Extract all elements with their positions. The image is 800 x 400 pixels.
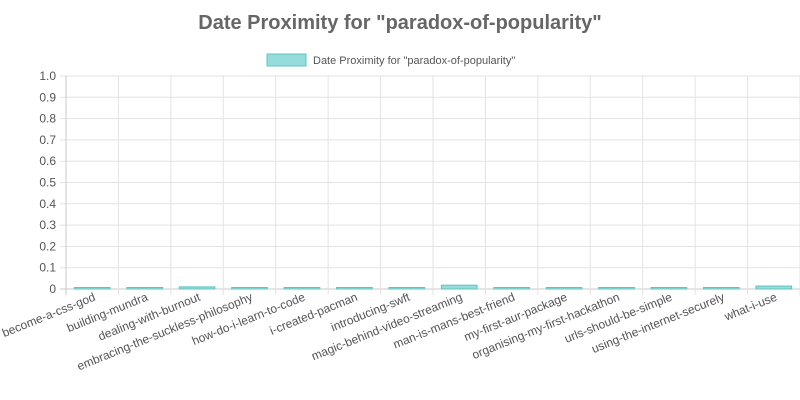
y-tick-label: 0.2 bbox=[39, 239, 56, 253]
y-tick-label: 0.8 bbox=[39, 112, 56, 126]
bar-introducing-swft[interactable] bbox=[388, 287, 426, 290]
y-tick-label: 0.9 bbox=[39, 90, 56, 104]
chart-title: Date Proximity for "paradox-of-popularit… bbox=[198, 12, 601, 34]
x-tick-label: what-i-use bbox=[721, 290, 779, 324]
y-tick-label: 0.7 bbox=[39, 133, 56, 147]
legend[interactable]: Date Proximity for "paradox-of-popularit… bbox=[266, 53, 515, 67]
y-tick-label: 0.6 bbox=[39, 154, 56, 168]
y-axis: 0 0.1 0.2 0.3 0.4 0.5 0.6 0.7 0.8 0.9 1.0 bbox=[39, 69, 56, 296]
bar-dealing-with-burnout[interactable] bbox=[178, 286, 216, 290]
bar-what-i-use[interactable] bbox=[755, 285, 793, 290]
y-tick-label: 0.5 bbox=[39, 176, 56, 190]
legend-swatch bbox=[266, 53, 307, 67]
y-tick-label: 0 bbox=[49, 282, 56, 296]
bar-i-created-pacman[interactable] bbox=[336, 287, 373, 290]
bar-embracing-the-suckless-philosophy[interactable] bbox=[231, 287, 268, 290]
bars bbox=[73, 284, 793, 290]
y-tick-label: 1.0 bbox=[39, 69, 56, 83]
bar-become-a-css-god[interactable] bbox=[73, 287, 111, 290]
bar-how-do-i-learn-to-code[interactable] bbox=[283, 287, 321, 290]
legend-label: Date Proximity for "paradox-of-popularit… bbox=[313, 55, 515, 67]
y-tick-label: 0.4 bbox=[39, 197, 56, 211]
bar-urls-should-be-simple[interactable] bbox=[650, 287, 688, 290]
bar-magic-behind-video-streaming[interactable] bbox=[440, 284, 478, 290]
grid bbox=[60, 75, 800, 295]
bar-my-first-aur-package[interactable] bbox=[545, 287, 583, 290]
bar-using-the-internet-securely[interactable] bbox=[703, 287, 740, 290]
y-tick-label: 0.1 bbox=[39, 261, 56, 275]
x-axis: become-a-css-godbuilding-mundradealing-w… bbox=[0, 290, 779, 374]
bar-organising-my-first-hackathon[interactable] bbox=[598, 287, 635, 290]
y-tick-label: 0.3 bbox=[39, 218, 56, 232]
bar-building-mundra[interactable] bbox=[126, 287, 163, 290]
bar-man-is-mans-best-friend[interactable] bbox=[493, 287, 530, 290]
